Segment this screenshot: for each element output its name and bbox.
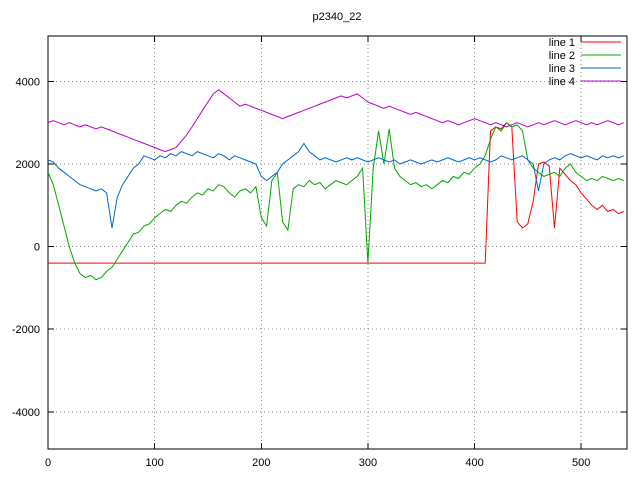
legend-label: line 4 [549, 76, 575, 88]
x-tick-label: 0 [45, 457, 51, 469]
x-tick-label: 400 [465, 457, 483, 469]
chart-title: p2340_22 [313, 11, 362, 23]
series-line-4 [48, 89, 624, 153]
legend-label: line 1 [549, 37, 575, 49]
y-tick-label: 0 [34, 242, 40, 254]
y-tick-label: -4000 [12, 407, 40, 419]
series-line-1 [48, 122, 624, 264]
y-tick-label: 4000 [16, 76, 40, 88]
legend-label: line 3 [549, 63, 575, 75]
series-line-2 [48, 121, 624, 281]
x-tick-label: 300 [359, 457, 377, 469]
x-tick-label: 500 [572, 457, 590, 469]
y-tick-label: 2000 [16, 159, 40, 171]
y-tick-label: -2000 [12, 324, 40, 336]
x-tick-label: 100 [145, 457, 163, 469]
plot-border [47, 35, 628, 450]
series-group [48, 89, 624, 281]
series-line-3 [48, 142, 624, 229]
x-tick-label: 200 [252, 457, 270, 469]
legend-label: line 2 [549, 50, 575, 62]
